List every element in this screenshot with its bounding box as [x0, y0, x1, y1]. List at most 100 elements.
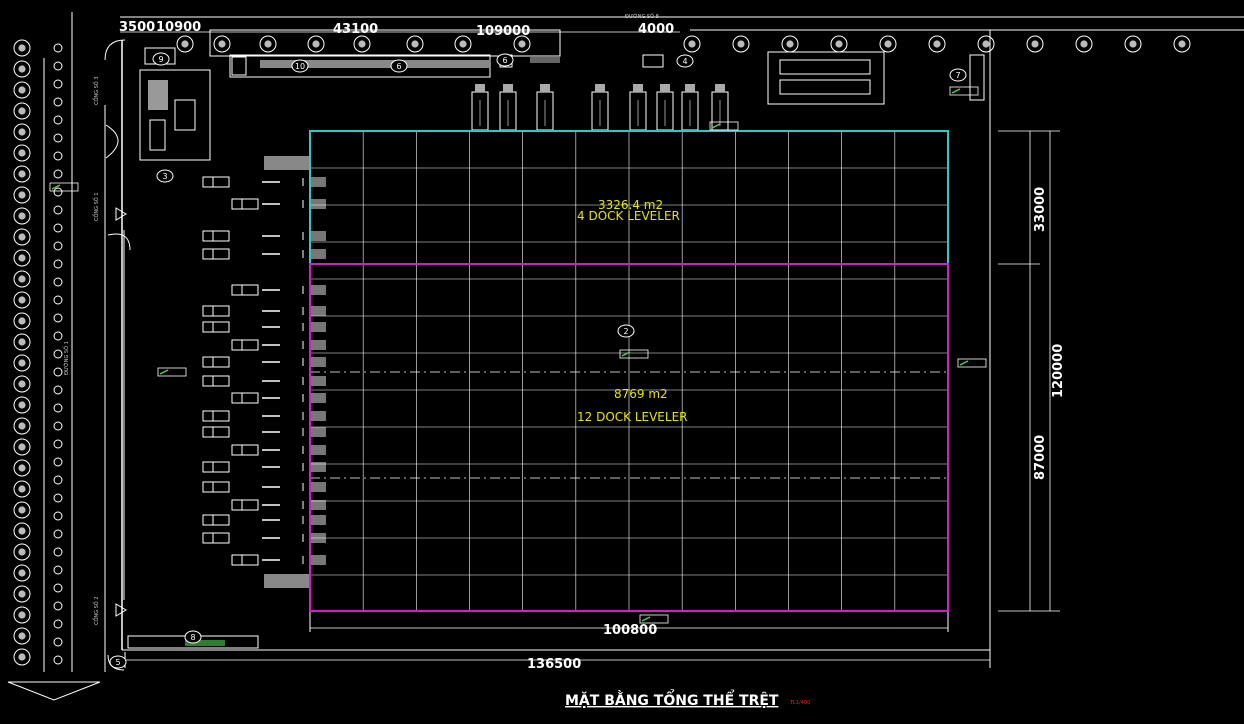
tree-symbol: [13, 627, 31, 645]
dim-3500: 3500: [119, 20, 155, 35]
tree-symbol: [513, 35, 531, 53]
tree-symbol: [879, 35, 897, 53]
tree-core: [18, 275, 26, 283]
truck-symbol: [202, 356, 230, 368]
tree-core: [18, 632, 26, 640]
dock-leveler: [310, 445, 326, 455]
tree-symbol: [1124, 35, 1142, 53]
bollard-symbol: [53, 493, 63, 503]
tree-core: [18, 170, 26, 178]
tree-core: [18, 464, 26, 472]
truck-symbol: [231, 339, 259, 351]
upper-zone-docks: 4 DOCK LEVELER: [577, 209, 680, 223]
bollard-symbol: [53, 331, 63, 341]
tree-core: [18, 254, 26, 262]
shed-unit: [231, 56, 247, 76]
silo-top: [540, 84, 550, 92]
callout-bubble: [109, 655, 127, 669]
dim-10900: 10900: [156, 20, 201, 35]
tree-symbol: [13, 144, 31, 162]
tree-core: [181, 40, 189, 48]
tree-symbol: [353, 35, 371, 53]
gate-curve: [107, 233, 131, 251]
dock-leveler: [310, 411, 326, 421]
tree-core: [264, 40, 272, 48]
tree-core: [18, 296, 26, 304]
callout-number: 7: [955, 71, 960, 80]
tree-symbol: [13, 459, 31, 477]
tree-core: [358, 40, 366, 48]
level-marker: [157, 367, 187, 377]
tree-core: [18, 653, 26, 661]
level-marker: [49, 182, 79, 192]
level-marker-arrow: [711, 123, 721, 129]
tree-symbol: [13, 585, 31, 603]
level-marker-arrow: [951, 88, 961, 94]
bollard-symbol: [53, 61, 63, 71]
truck-symbol: [202, 410, 230, 422]
truck-symbol: [202, 375, 230, 387]
bollard-symbol: [53, 313, 63, 323]
tree-symbol: [13, 186, 31, 204]
tree-symbol: [213, 35, 231, 53]
level-marker-arrow: [159, 369, 169, 375]
bollard-symbol: [53, 475, 63, 485]
left-road-label: ĐƯỜNG SỐ 1: [62, 341, 70, 375]
tree-core: [312, 40, 320, 48]
callout-bubble: [676, 54, 694, 68]
tree-core: [835, 40, 843, 48]
tree-symbol: [13, 480, 31, 498]
level-marker: [949, 86, 979, 96]
tree-symbol: [977, 35, 995, 53]
tree-symbol: [13, 291, 31, 309]
entry-arrow: [7, 681, 101, 701]
dock-leveler: [310, 500, 326, 510]
dock-leveler: [310, 482, 326, 492]
tree-symbol: [1075, 35, 1093, 53]
office-detail: [174, 99, 196, 131]
bollard-symbol: [53, 547, 63, 557]
truck-symbol: [231, 554, 259, 566]
small-equipment: [530, 57, 560, 63]
tree-core: [18, 443, 26, 451]
upper-zone-area: 3326.4 m2: [598, 198, 663, 212]
truck-symbol: [231, 499, 259, 511]
tree-core: [933, 40, 941, 48]
tree-core: [884, 40, 892, 48]
silo-top: [633, 84, 643, 92]
tree-symbol: [13, 312, 31, 330]
bollard-symbol: [53, 421, 63, 431]
bollard-symbol: [53, 637, 63, 647]
parking-strip: [209, 29, 561, 57]
dock-leveler: [310, 515, 326, 525]
callout-bubbles: 9 10 6 6 4 7 3 2 5 8: [109, 52, 967, 669]
dock-leveler: [310, 340, 326, 350]
silo-top: [685, 84, 695, 92]
callout-number: 9: [158, 55, 163, 64]
tree-core: [1031, 40, 1039, 48]
bollard-symbol: [53, 151, 63, 161]
truck-symbol: [202, 321, 230, 333]
callout-bubble: [390, 59, 408, 73]
tree-core: [18, 191, 26, 199]
tree-symbol: [13, 354, 31, 372]
callout-number: 3: [162, 172, 167, 181]
dim-136500: 136500: [527, 657, 581, 672]
tree-symbol: [454, 35, 472, 53]
dock-leveler: [310, 393, 326, 403]
bollard-symbol: [53, 439, 63, 449]
truck-symbol: [202, 481, 230, 493]
tree-symbol: [13, 60, 31, 78]
bollard-symbol: [53, 583, 63, 593]
bollard-symbol: [53, 97, 63, 107]
dim-120000: 120000: [1051, 344, 1066, 398]
tree-symbol: [13, 228, 31, 246]
tree-symbol: [13, 39, 31, 57]
tree-symbol: [13, 648, 31, 666]
side-equipment: [969, 54, 985, 101]
level-marker: [639, 614, 669, 624]
bollard-symbol: [53, 457, 63, 467]
tree-symbol: [13, 123, 31, 141]
truck-bay: [779, 79, 871, 95]
